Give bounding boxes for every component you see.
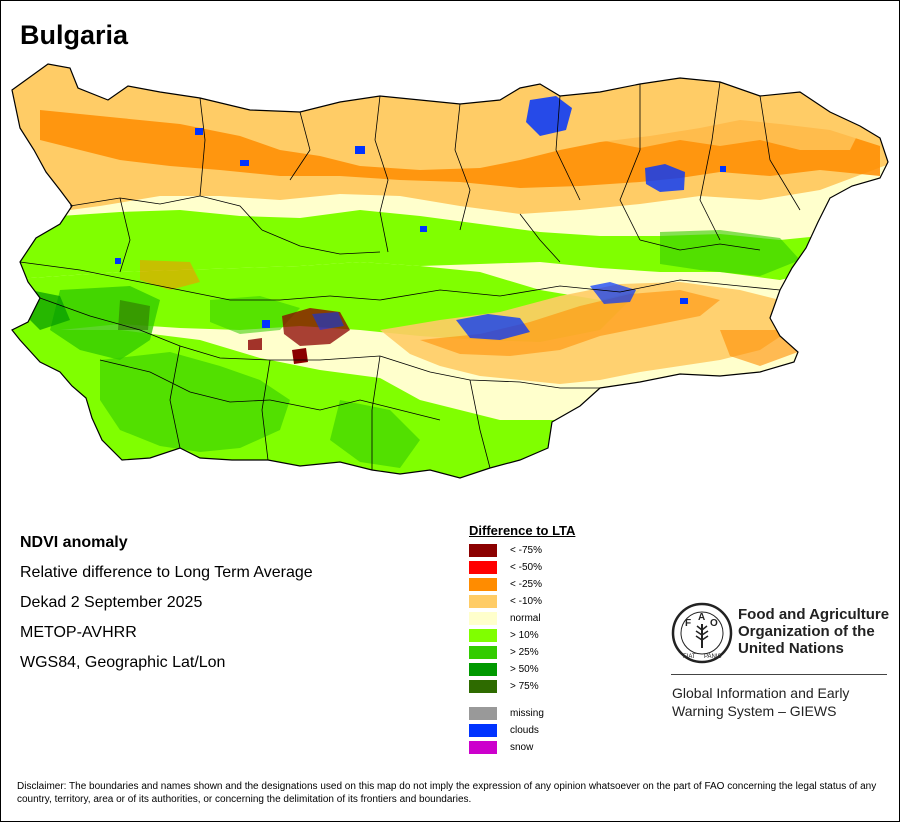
legend-swatch bbox=[469, 595, 497, 608]
legend-label: clouds bbox=[510, 725, 539, 736]
legend-label: > 25% bbox=[510, 647, 539, 658]
legend-item: < -50% bbox=[469, 559, 575, 576]
legend-label: missing bbox=[510, 708, 544, 719]
info-product: NDVI anomaly bbox=[20, 534, 128, 551]
legend-swatch bbox=[469, 646, 497, 659]
legend-label: normal bbox=[510, 613, 541, 624]
legend-label: snow bbox=[510, 742, 534, 753]
legend-item: > 75% bbox=[469, 678, 575, 695]
disclaimer: Disclaimer: The boundaries and names sho… bbox=[17, 781, 877, 805]
legend-label: > 75% bbox=[510, 681, 539, 692]
legend-swatch bbox=[469, 612, 497, 625]
legend-item: > 50% bbox=[469, 661, 575, 678]
info-description: Relative difference to Long Term Average bbox=[20, 564, 313, 581]
legend-swatch bbox=[469, 544, 497, 557]
legend-swatch bbox=[469, 680, 497, 693]
legend-item: > 10% bbox=[469, 627, 575, 644]
giews-name: Global Information and Early Warning Sys… bbox=[672, 685, 850, 719]
fao-divider bbox=[671, 674, 887, 675]
legend-swatch bbox=[469, 707, 497, 720]
legend-item: snow bbox=[469, 739, 575, 756]
legend-swatch bbox=[469, 724, 497, 737]
legend-other: missing clouds snow bbox=[469, 705, 575, 756]
info-period: Dekad 2 September 2025 bbox=[20, 594, 203, 611]
legend-item: < -10% bbox=[469, 593, 575, 610]
map-title: Bulgaria bbox=[20, 20, 129, 50]
info-sensor: METOP-AVHRR bbox=[20, 624, 137, 641]
fao-name: Food and Agriculture Organization of the… bbox=[738, 606, 890, 657]
legend-label: < -25% bbox=[510, 579, 542, 590]
legend-classes: < -75% < -50% < -25% < -10% normal > 10% > 25%… bbox=[469, 542, 575, 695]
svg-text:FIAT: FIAT bbox=[683, 654, 696, 660]
legend-label: < -10% bbox=[510, 596, 542, 607]
svg-text:O: O bbox=[710, 618, 718, 629]
legend-item: < -75% bbox=[469, 542, 575, 559]
legend-label: > 10% bbox=[510, 630, 539, 641]
legend-item: < -25% bbox=[469, 576, 575, 593]
legend-label: < -75% bbox=[510, 545, 542, 556]
legend-swatch bbox=[469, 578, 497, 591]
legend-swatch bbox=[469, 741, 497, 754]
svg-text:PANIS: PANIS bbox=[704, 654, 722, 660]
legend-label: < -50% bbox=[510, 562, 542, 573]
ndvi-anomaly-map bbox=[11, 63, 889, 479]
legend-item: missing bbox=[469, 705, 575, 722]
map-info: NDVI anomaly Relative difference to Long… bbox=[20, 528, 313, 678]
fao-logo: F A O FIAT PANIS bbox=[671, 602, 733, 664]
legend-item: clouds bbox=[469, 722, 575, 739]
svg-text:A: A bbox=[698, 612, 705, 623]
legend-label: > 50% bbox=[510, 664, 539, 675]
info-projection: WGS84, Geographic Lat/Lon bbox=[20, 654, 226, 671]
svg-text:F: F bbox=[685, 618, 691, 629]
legend-item: normal bbox=[469, 610, 575, 627]
legend-item: > 25% bbox=[469, 644, 575, 661]
legend-swatch bbox=[469, 663, 497, 676]
legend: Difference to LTA < -75% < -50% < -25% < -1… bbox=[469, 523, 575, 756]
legend-swatch bbox=[469, 629, 497, 642]
legend-swatch bbox=[469, 561, 497, 574]
legend-title: Difference to LTA bbox=[469, 523, 576, 538]
